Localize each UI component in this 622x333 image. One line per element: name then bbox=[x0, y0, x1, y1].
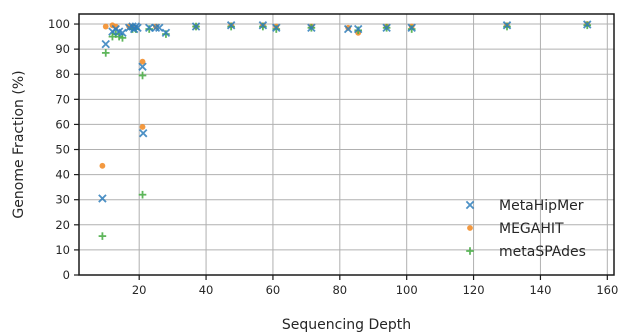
legend-label: MEGAHIT bbox=[499, 221, 564, 237]
y-tick-label: 100 bbox=[48, 17, 70, 31]
y-tick-label: 90 bbox=[55, 42, 70, 56]
x-tick-label: 120 bbox=[463, 283, 485, 297]
x-tick-label: 80 bbox=[332, 283, 347, 297]
data-point bbox=[226, 21, 236, 30]
y-tick-label: 0 bbox=[63, 268, 70, 282]
data-point bbox=[382, 23, 391, 33]
data-point bbox=[353, 24, 363, 34]
x-tick-label: 40 bbox=[199, 283, 214, 297]
legend-item: MetaHipMer bbox=[465, 198, 584, 214]
data-point bbox=[138, 128, 148, 138]
x-tick-label: 100 bbox=[396, 283, 418, 297]
data-point bbox=[101, 39, 110, 49]
y-tick-label: 30 bbox=[55, 193, 70, 207]
series-metahipmer-points bbox=[98, 20, 592, 203]
data-point bbox=[161, 28, 171, 38]
data-point bbox=[502, 21, 512, 30]
data-point bbox=[101, 49, 110, 57]
y-tick-label: 10 bbox=[55, 243, 70, 257]
y-tick-label: 60 bbox=[55, 117, 70, 131]
data-point bbox=[138, 190, 147, 199]
data-point bbox=[151, 23, 161, 33]
data-point bbox=[272, 23, 281, 33]
axis-ticks: 20 40 60 80 100 120 140 160 0 10 20 30 40 50 60 70 80 90 1… bbox=[48, 17, 618, 297]
data-point bbox=[133, 23, 142, 33]
x-axis-label: Sequencing Depth bbox=[282, 317, 411, 333]
data-point bbox=[118, 28, 127, 38]
data-point bbox=[138, 62, 147, 71]
data-point bbox=[139, 124, 146, 130]
legend-label: metaSPAdes bbox=[499, 244, 586, 260]
x-tick-label: 20 bbox=[132, 283, 147, 297]
data-point bbox=[102, 23, 109, 30]
data-point bbox=[583, 20, 592, 29]
x-tick-label: 140 bbox=[529, 283, 551, 297]
y-axis-label: Genome Fraction (%) bbox=[11, 70, 27, 218]
data-point bbox=[307, 23, 316, 33]
y-tick-label: 20 bbox=[55, 218, 70, 232]
data-point bbox=[407, 23, 416, 33]
data-point bbox=[144, 23, 154, 33]
legend-marker bbox=[465, 200, 475, 210]
legend-marker bbox=[466, 247, 474, 255]
data-point bbox=[98, 232, 107, 240]
y-tick-label: 50 bbox=[55, 143, 70, 157]
data-point bbox=[155, 23, 164, 33]
data-point bbox=[99, 162, 106, 169]
data-point bbox=[139, 58, 146, 65]
y-tick-label: 80 bbox=[55, 67, 70, 81]
legend-item: metaSPAdes bbox=[466, 244, 586, 260]
data-point bbox=[98, 194, 107, 203]
y-tick-label: 40 bbox=[55, 168, 70, 182]
y-tick-label: 70 bbox=[55, 92, 70, 106]
legend-marker bbox=[467, 225, 473, 231]
data-point bbox=[343, 24, 353, 34]
data-point bbox=[191, 22, 201, 31]
data-point bbox=[258, 21, 268, 30]
plot-area-frame bbox=[78, 13, 615, 276]
legend-label: MetaHipMer bbox=[499, 198, 584, 214]
x-tick-label: 60 bbox=[266, 283, 281, 297]
legend-item: MEGAHIT bbox=[467, 221, 564, 237]
x-tick-label: 160 bbox=[596, 283, 618, 297]
legend: MetaHipMer MEGAHIT metaSPAdes bbox=[465, 198, 586, 260]
data-point bbox=[138, 71, 147, 80]
data-points bbox=[98, 20, 592, 240]
